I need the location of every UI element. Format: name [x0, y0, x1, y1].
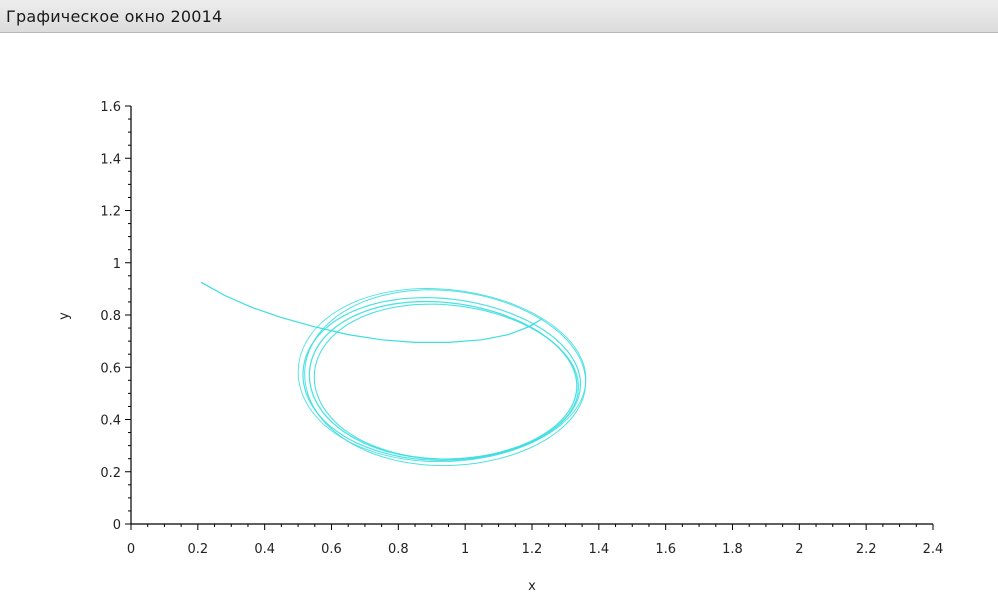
x-tick-label: 0.6 [321, 542, 342, 557]
y-tick-label: 1.6 [100, 100, 121, 115]
x-tick-label: 1.4 [588, 542, 609, 557]
curve-group [200, 281, 587, 467]
trajectory-loop [297, 288, 587, 463]
plot-area[interactable]: 0 0.2 0.4 0.6 0.8 1 1.2 1.4 1.6 1.8 2 2.2 2.4 0 0.2 0.4… [0, 33, 998, 602]
window-title: Графическое окно 20014 [6, 7, 223, 26]
x-axis-label: x [528, 579, 536, 594]
x-tick-label: 1.6 [655, 542, 676, 557]
title-bar[interactable]: Графическое окно 20014 [0, 0, 998, 33]
y-tick-label: 0 [113, 518, 121, 533]
x-tick-label: 2 [795, 542, 803, 557]
y-tick-label: 1.4 [100, 152, 121, 167]
trajectory-loop [304, 289, 587, 467]
y-axis-label: y [57, 312, 72, 320]
x-tick-label: 1.8 [722, 542, 743, 557]
x-tick-label: 0 [127, 542, 135, 557]
x-tick-label: 1.2 [522, 542, 543, 557]
y-tick-label: 0.6 [100, 361, 121, 376]
x-tick-label: 0.2 [187, 542, 208, 557]
x-tick-label: 2.2 [856, 542, 877, 557]
y-tick-label: 0.8 [100, 309, 121, 324]
trajectory-loop [313, 303, 579, 460]
x-tick-label: 0.4 [254, 542, 275, 557]
trajectory-approach [200, 281, 543, 343]
y-tick-label: 1 [113, 257, 121, 272]
x-tick-label: 1 [461, 542, 469, 557]
y-tick-label: 0.2 [100, 466, 121, 481]
trajectory-loop [308, 300, 578, 460]
y-tick-label: 0.4 [100, 414, 121, 429]
trajectory-loop [302, 296, 582, 462]
axes-group: 0 0.2 0.4 0.6 0.8 1 1.2 1.4 1.6 1.8 2 2.2 2.4 0 0.2 0.4… [100, 100, 943, 557]
y-tick-label: 1.2 [100, 205, 121, 220]
x-tick-label: 0.8 [388, 542, 409, 557]
xy-line-plot[interactable]: 0 0.2 0.4 0.6 0.8 1 1.2 1.4 1.6 1.8 2 2.2 2.4 0 0.2 0.4… [0, 33, 998, 602]
x-tick-label: 2.4 [923, 542, 944, 557]
